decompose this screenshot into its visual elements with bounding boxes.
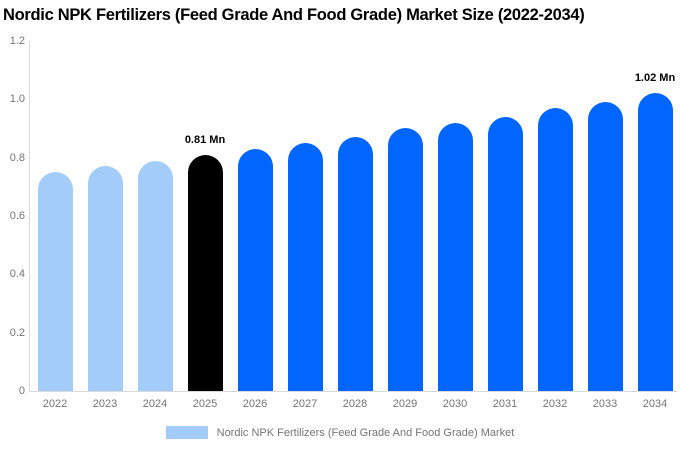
y-axis-line — [29, 41, 30, 391]
bar-2027[interactable] — [287, 143, 323, 391]
bar-2032[interactable] — [537, 108, 573, 391]
y-tick-label: 0 — [18, 385, 25, 397]
x-tick-label-2029: 2029 — [392, 398, 418, 410]
y-tick-label: 0.2 — [9, 326, 25, 339]
x-tick-label-2022: 2022 — [42, 398, 68, 410]
x-tick-label-2030: 2030 — [442, 398, 468, 410]
bar-2026[interactable] — [237, 149, 273, 391]
y-tick-label: 1.2 — [9, 35, 25, 47]
legend: Nordic NPK Fertilizers (Feed Grade And F… — [0, 426, 680, 439]
y-tick-label: 1.0 — [9, 93, 25, 106]
x-tick-label-2025: 2025 — [192, 398, 218, 410]
bar-2025[interactable] — [187, 155, 223, 391]
chart-title: Nordic NPK Fertilizers (Feed Grade And F… — [3, 6, 585, 24]
bar-value-label-2034: 1.02 Mn — [634, 72, 676, 84]
x-tick-label-2028: 2028 — [342, 398, 368, 410]
x-tick-label-2034: 2034 — [642, 398, 668, 410]
bar-2023[interactable] — [87, 166, 123, 391]
y-tick-label: 0.4 — [9, 268, 25, 281]
bar-2034[interactable] — [637, 93, 673, 391]
x-tick-label-2031: 2031 — [492, 398, 518, 410]
y-tick-label: 0.8 — [9, 151, 25, 164]
x-axis-line — [29, 391, 677, 392]
bar-2029[interactable] — [387, 128, 423, 391]
x-tick-label-2024: 2024 — [142, 398, 168, 410]
x-tick-label-2026: 2026 — [242, 398, 268, 410]
bar-2024[interactable] — [137, 161, 173, 391]
bar-2030[interactable] — [437, 123, 473, 391]
y-tick-label: 0.6 — [9, 210, 25, 222]
x-tick-label-2027: 2027 — [292, 398, 318, 410]
x-tick-label-2032: 2032 — [542, 398, 568, 410]
x-tick-label-2023: 2023 — [92, 398, 118, 410]
bar-value-label-2025: 0.81 Mn — [184, 134, 226, 146]
bar-2033[interactable] — [587, 102, 623, 391]
bar-2031[interactable] — [487, 117, 523, 391]
x-tick-label-2033: 2033 — [592, 398, 618, 410]
legend-label: Nordic NPK Fertilizers (Feed Grade And F… — [216, 426, 515, 439]
legend-swatch — [165, 426, 208, 439]
bar-2028[interactable] — [337, 137, 373, 391]
bar-2022[interactable] — [37, 172, 73, 391]
legend-item[interactable]: Nordic NPK Fertilizers (Feed Grade And F… — [165, 426, 515, 439]
